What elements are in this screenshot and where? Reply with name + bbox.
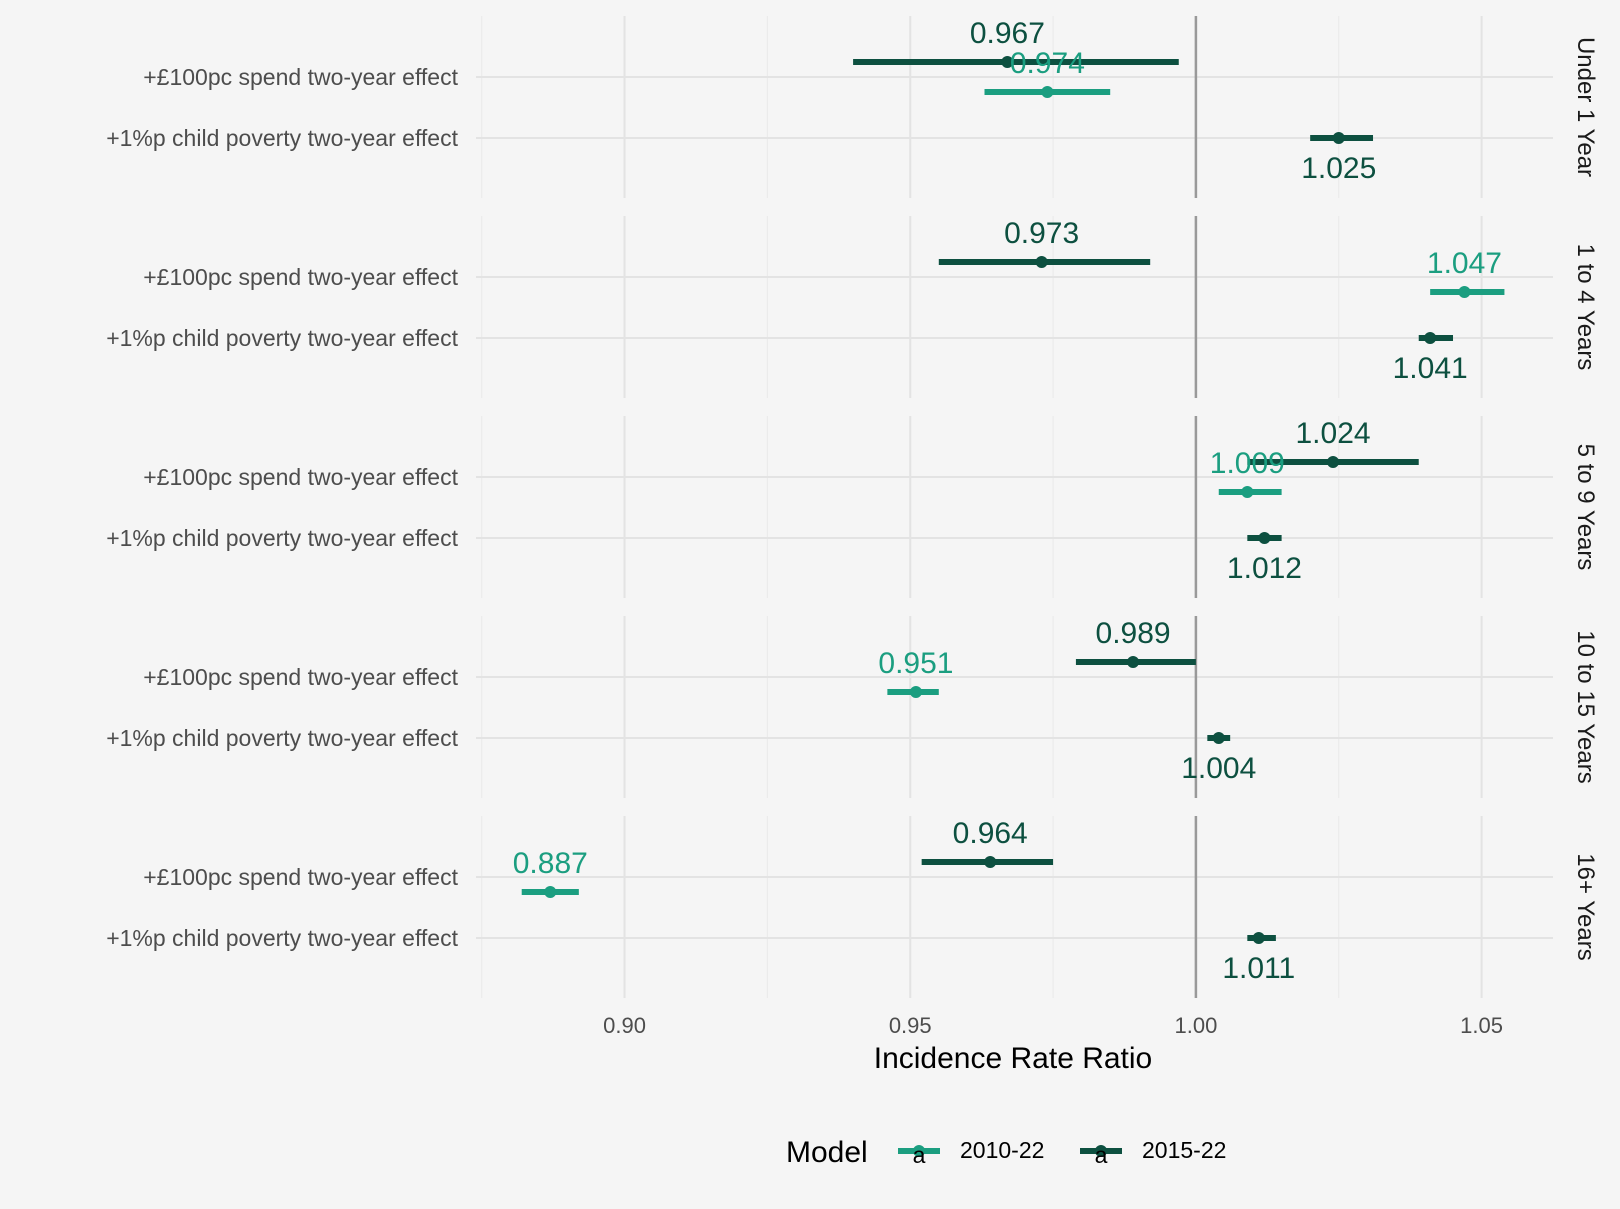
- data-label: 1.012: [1227, 552, 1302, 585]
- row-label: +1%p child poverty two-year effect: [106, 125, 458, 151]
- data-label: 0.973: [1004, 217, 1079, 250]
- estimate-point: [1241, 486, 1254, 498]
- x-tick-label: 0.95: [889, 1013, 932, 1038]
- data-label: 0.989: [1096, 617, 1171, 650]
- estimate-point: [1001, 56, 1014, 68]
- estimate-point: [1041, 86, 1054, 98]
- data-label: 0.964: [953, 817, 1028, 850]
- row-label: +£100pc spend two-year effect: [143, 464, 458, 490]
- data-label: 1.024: [1295, 417, 1370, 450]
- panel: +£100pc spend two-year effect +1%p child …: [106, 616, 1599, 798]
- legend: Model a 2010-22 a 2015-22: [786, 1136, 1226, 1169]
- x-tick-label: 1.00: [1174, 1013, 1217, 1038]
- estimate-point: [1458, 286, 1471, 298]
- estimate-point: [909, 686, 922, 698]
- row-label: +£100pc spend two-year effect: [143, 264, 458, 290]
- row-label: +1%p child poverty two-year effect: [106, 925, 458, 951]
- estimate-point: [1212, 732, 1225, 744]
- estimate-point: [1035, 256, 1048, 268]
- data-label: 1.041: [1393, 352, 1468, 385]
- legend-key: a: [1080, 1142, 1122, 1168]
- row-label: +£100pc spend two-year effect: [143, 864, 458, 890]
- legend-key-point: [913, 1145, 925, 1157]
- data-label: 1.025: [1301, 152, 1376, 185]
- estimate-point: [1327, 456, 1340, 468]
- data-label: 1.009: [1210, 447, 1285, 480]
- panel: +£100pc spend two-year effect +1%p child …: [106, 216, 1599, 398]
- x-axis-title: Incidence Rate Ratio: [874, 1042, 1153, 1075]
- data-label: 1.047: [1427, 247, 1502, 280]
- facet-panels: +£100pc spend two-year effect +1%p child …: [106, 16, 1599, 998]
- x-tick-label: 0.90: [603, 1013, 646, 1038]
- row-label: +1%p child poverty two-year effect: [106, 525, 458, 551]
- row-label: +£100pc spend two-year effect: [143, 64, 458, 90]
- estimate-point: [544, 886, 557, 898]
- legend-key: a: [898, 1142, 940, 1168]
- panel: +£100pc spend two-year effect +1%p child …: [106, 16, 1599, 198]
- data-label: 0.887: [513, 847, 588, 880]
- legend-title: Model: [786, 1136, 868, 1169]
- legend-item-label: 2015-22: [1142, 1137, 1226, 1163]
- estimate-point: [1424, 332, 1437, 344]
- facet-label: Under 1 Year: [1572, 37, 1599, 177]
- legend-key-glyph: a: [1095, 1142, 1108, 1168]
- facet-label: 16+ Years: [1572, 853, 1599, 960]
- estimate-point: [984, 856, 997, 868]
- estimate-point: [1258, 532, 1271, 544]
- row-label: +1%p child poverty two-year effect: [106, 725, 458, 751]
- x-tick-label: 1.05: [1460, 1013, 1503, 1038]
- estimate-point: [1252, 932, 1265, 944]
- data-label: 1.011: [1222, 952, 1295, 985]
- row-label: +1%p child poverty two-year effect: [106, 325, 458, 351]
- estimate-point: [1332, 132, 1345, 144]
- legend-key-glyph: a: [913, 1142, 926, 1168]
- data-label: 0.974: [1010, 47, 1085, 80]
- estimate-point: [1127, 656, 1140, 668]
- facet-label: 10 to 15 Years: [1572, 630, 1599, 783]
- x-axis: Incidence Rate Ratio 0.90 0.95 1.00 1.05: [603, 1013, 1503, 1075]
- panel: +£100pc spend two-year effect +1%p child …: [106, 416, 1599, 598]
- legend-item-label: 2010-22: [960, 1137, 1044, 1163]
- data-label: 0.967: [970, 17, 1045, 50]
- legend-key-point: [1095, 1145, 1107, 1157]
- facet-label: 5 to 9 Years: [1572, 444, 1599, 571]
- data-label: 0.951: [878, 647, 953, 680]
- row-label: +£100pc spend two-year effect: [143, 664, 458, 690]
- panel: +£100pc spend two-year effect +1%p child …: [106, 816, 1599, 998]
- data-label: 1.004: [1181, 752, 1256, 785]
- facet-label: 1 to 4 Years: [1572, 244, 1599, 371]
